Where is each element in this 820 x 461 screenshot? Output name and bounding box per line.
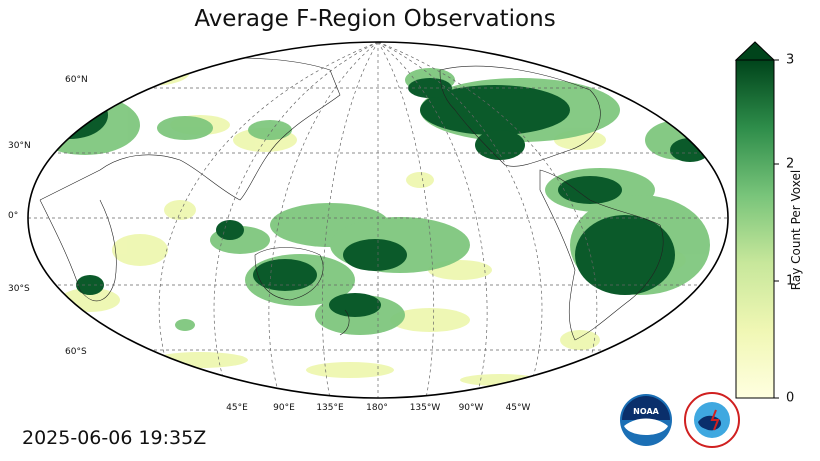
noaa-logo-icon: NOAA [620, 394, 672, 446]
colorbar [734, 41, 779, 399]
lon-label-90e: 90°E [273, 403, 295, 413]
colorbar-tick-3: 3 [786, 52, 795, 68]
nws-logo-icon [684, 392, 740, 448]
lon-label-45e: 45°E [226, 403, 248, 413]
colorbar-tick-0: 0 [786, 390, 795, 406]
colorbar-extend-arrow [734, 41, 776, 61]
lat-label-0: 0° [8, 211, 19, 221]
svg-text:NOAA: NOAA [633, 407, 659, 416]
lon-label-135w: 135°W [409, 403, 441, 413]
lon-label-135e: 135°E [316, 403, 344, 413]
lon-label-180: 180° [366, 403, 388, 413]
lat-label-30n: 30°N [8, 141, 31, 151]
colorbar-tick-1: 1 [786, 273, 795, 289]
colorbar-tick-2: 2 [786, 156, 795, 172]
map-title: Average F-Region Observations [194, 6, 556, 32]
lon-label-90w: 90°W [458, 403, 484, 413]
timestamp: 2025-06-06 19:35Z [22, 427, 207, 449]
colorbar-label: Ray Count Per Voxel [789, 169, 803, 291]
globe-outline [27, 41, 729, 399]
lat-label-60n: 60°N [65, 75, 88, 85]
lon-label-45w: 45°W [505, 403, 531, 413]
logos: NOAA [620, 392, 740, 452]
colorbar-fill [735, 59, 775, 399]
lat-label-30s: 30°S [8, 284, 30, 294]
lat-label-60s: 60°S [65, 347, 87, 357]
